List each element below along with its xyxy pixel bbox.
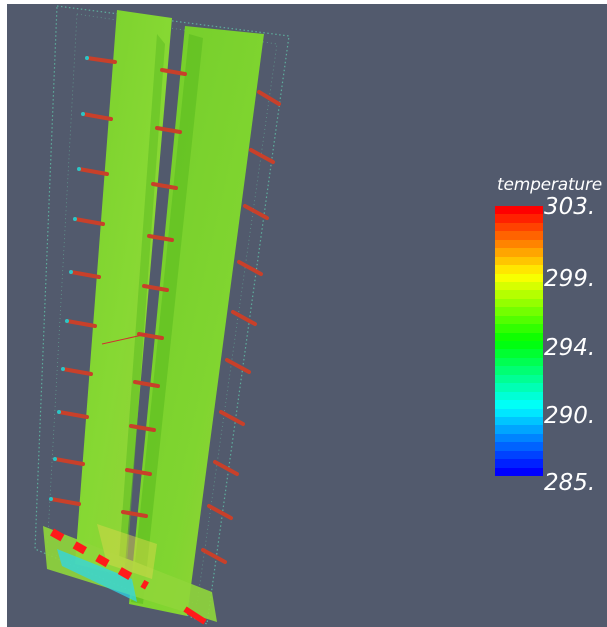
colorbar-band (495, 425, 543, 434)
base-hot-stripe-2 (183, 606, 207, 625)
right-plate-shade (131, 34, 203, 604)
right-fins (201, 90, 281, 564)
tick-label-285: 285. (544, 470, 596, 496)
colorbar-band (495, 383, 543, 392)
left-fins (49, 56, 117, 506)
colorbar-band (495, 248, 543, 257)
colorbar-band (495, 433, 543, 443)
colorbar-band (495, 290, 543, 299)
colorbar-band (495, 332, 543, 341)
base-warm-patch (97, 524, 157, 579)
colorbar-band (495, 374, 543, 384)
fin-tips (49, 56, 89, 501)
left-plate (75, 10, 172, 576)
colorbar-band (495, 366, 543, 375)
colorbar-band (495, 231, 543, 240)
colorbar-band (495, 222, 543, 232)
colorbar-band (495, 349, 543, 358)
colorbar-band (495, 298, 543, 308)
middle-fins (121, 68, 187, 518)
tick-label-294: 294. (544, 335, 596, 361)
colorbar-band (495, 391, 543, 401)
colorbar-band (495, 256, 543, 266)
tick-label-303: 303. (544, 194, 596, 220)
colorbar-band (495, 315, 543, 325)
colorbar-band (495, 467, 543, 476)
probe-line (101, 333, 148, 345)
colorbar-band (495, 341, 543, 350)
colorbar-band (495, 357, 543, 367)
tick-label-299: 299. (544, 266, 596, 292)
colorbar-band (495, 324, 543, 333)
temperature-colorbar (495, 206, 543, 476)
colorbar-band (495, 273, 543, 282)
right-plate (129, 26, 264, 616)
colorbar-band (495, 239, 543, 249)
colorbar-band (495, 416, 543, 426)
base-cold-patch (57, 549, 137, 602)
legend-title: temperature (497, 175, 603, 195)
render-viewport[interactable]: temperature 303. 299. 294. 290. 285. (7, 4, 607, 627)
tick-label-290: 290. (544, 403, 596, 429)
colorbar-band (495, 400, 543, 409)
base-hot-stripe (50, 528, 149, 590)
colorbar-band (495, 442, 543, 451)
colorbar-band (495, 281, 543, 291)
colorbar-band (495, 307, 543, 316)
colorbar-band (495, 459, 543, 468)
left-plate-shade (119, 34, 165, 564)
colorbar-band (495, 265, 543, 274)
colorbar-band (495, 214, 543, 223)
colorbar-band (495, 206, 543, 215)
mesh-outline (34, 5, 290, 625)
simulation-scene (34, 5, 290, 625)
colorbar-band (495, 450, 543, 460)
colorbar-band (495, 408, 543, 417)
